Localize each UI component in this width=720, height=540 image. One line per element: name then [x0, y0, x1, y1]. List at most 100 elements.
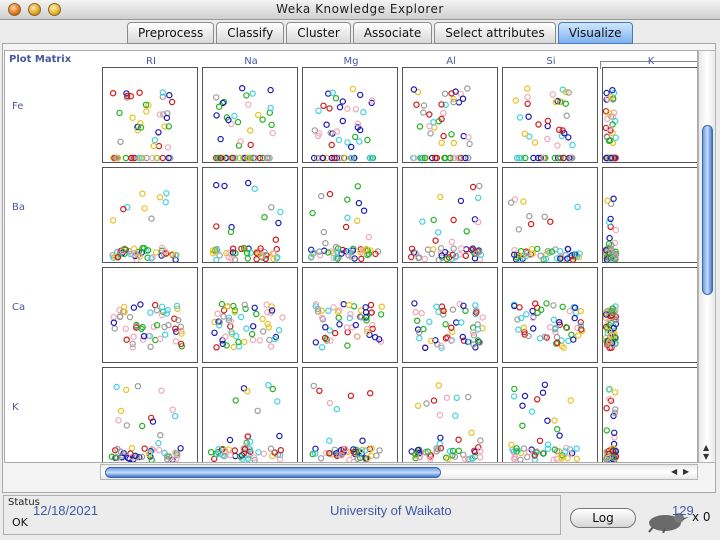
scatter-cell-k-na[interactable] [202, 367, 298, 462]
scatter-point [333, 254, 340, 262]
scatter-point [530, 325, 537, 332]
plot-matrix[interactable]: Plot Matrix RI Na Mg Al Si K Fe Ba Ca K [4, 50, 698, 463]
scatter-point [455, 436, 462, 443]
zoom-window-button[interactable] [48, 3, 61, 16]
scatter-point [158, 244, 166, 252]
scatter-point [172, 252, 179, 259]
scatter-cell-ba-al[interactable] [402, 167, 498, 263]
scatter-point [362, 309, 370, 316]
scroll-right-arrow[interactable]: ▶ [683, 467, 690, 476]
scatter-point [544, 117, 552, 125]
scatter-point [247, 127, 254, 134]
scatter-point [151, 136, 159, 144]
scatter-point [155, 129, 162, 136]
scatter-point [313, 154, 321, 162]
scatter-point [440, 311, 447, 318]
scatter-point [322, 449, 330, 457]
scatter-point [274, 398, 281, 405]
horizontal-scroll-thumb[interactable] [105, 467, 441, 478]
tab-associate[interactable]: Associate [352, 22, 433, 44]
scatter-cell-k-ri[interactable] [102, 367, 198, 462]
scatter-point [267, 86, 274, 94]
scatter-point [248, 330, 256, 338]
scatter-point [416, 329, 423, 336]
scatter-cell-k-k[interactable] [602, 367, 697, 462]
scatter-point [155, 142, 163, 150]
scatter-point [163, 190, 170, 197]
scatter-point [411, 154, 418, 162]
scatter-point [437, 193, 444, 201]
scatter-point [577, 322, 585, 329]
scatter-point [513, 154, 521, 162]
scatter-cell-ba-k[interactable] [602, 167, 697, 263]
scatter-point [468, 454, 476, 462]
tab-cluster[interactable]: Cluster [286, 22, 351, 44]
scroll-up-arrow[interactable]: ▲ [703, 443, 710, 452]
scatter-cell-fe-na[interactable] [202, 67, 298, 163]
scatter-point [165, 154, 172, 162]
scatter-point [132, 452, 139, 460]
plot-matrix-title: Plot Matrix [9, 54, 72, 65]
scatter-cell-fe-al[interactable] [402, 67, 498, 163]
scatter-point [609, 255, 616, 262]
scatter-point [577, 319, 584, 326]
scatter-cell-ca-mg[interactable] [302, 267, 398, 363]
scatter-cell-k-al[interactable] [402, 367, 498, 462]
scatter-cell-fe-k[interactable] [602, 67, 697, 163]
scatter-point [362, 304, 369, 311]
scatter-cell-ca-ri[interactable] [102, 267, 198, 363]
scatter-point [148, 215, 155, 222]
minimize-window-button[interactable] [28, 3, 41, 16]
scatter-point [172, 449, 179, 456]
scatter-point [158, 303, 166, 311]
scatter-cell-ba-na[interactable] [202, 167, 298, 263]
scatter-point [155, 439, 162, 447]
scatter-point [268, 303, 275, 310]
scatter-point [237, 138, 244, 145]
scatter-cell-fe-mg[interactable] [302, 67, 398, 163]
scatter-point [542, 154, 549, 162]
scatter-point [544, 122, 551, 130]
horizontal-scrollbar[interactable]: ◀ ▶ [100, 464, 698, 480]
scatter-cell-ca-al[interactable] [402, 267, 498, 363]
scatter-point [110, 314, 117, 321]
tab-visualize[interactable]: Visualize [557, 22, 633, 44]
scatter-point [435, 256, 442, 262]
scatter-point [507, 199, 515, 206]
scatter-cell-ba-si[interactable] [502, 167, 598, 263]
vertical-scroll-thumb[interactable] [702, 125, 713, 295]
tab-classify[interactable]: Classify [216, 22, 285, 44]
scatter-cell-fe-si[interactable] [502, 67, 598, 163]
scatter-point [112, 253, 119, 261]
scatter-point [354, 124, 362, 131]
scatter-point [448, 90, 455, 97]
scroll-down-arrow[interactable]: ▼ [703, 452, 710, 461]
title-bar[interactable]: Weka Knowledge Explorer [0, 0, 720, 20]
scatter-cell-fe-ri[interactable] [102, 67, 198, 163]
scatter-point [320, 102, 327, 110]
tab-select-attributes[interactable]: Select attributes [434, 22, 556, 44]
scatter-point [458, 319, 465, 326]
scatter-cell-k-si[interactable] [502, 367, 598, 462]
scatter-cell-ca-si[interactable] [502, 267, 598, 363]
scatter-cell-k-mg[interactable] [302, 367, 398, 462]
scatter-point [268, 204, 275, 211]
scatter-point [213, 112, 220, 119]
scatter-cell-ca-k[interactable] [602, 267, 697, 363]
scatter-point [130, 304, 138, 311]
scatter-point [470, 341, 477, 348]
scroll-left-arrow[interactable]: ◀ [671, 467, 678, 476]
close-window-button[interactable] [8, 3, 21, 16]
tab-preprocess[interactable]: Preprocess [127, 22, 215, 44]
scatter-point [427, 456, 434, 462]
scatter-cell-ba-mg[interactable] [302, 167, 398, 263]
scatter-point [347, 311, 354, 318]
status-panel: Status OK [3, 495, 561, 535]
scatter-point [543, 300, 550, 307]
scatter-cell-ca-na[interactable] [202, 267, 298, 363]
scatter-point [169, 406, 176, 413]
vertical-scrollbar[interactable]: ▲ ▼ [698, 50, 716, 463]
log-button[interactable]: Log [570, 508, 636, 528]
scatter-point [228, 120, 235, 128]
scatter-cell-ba-ri[interactable] [102, 167, 198, 263]
